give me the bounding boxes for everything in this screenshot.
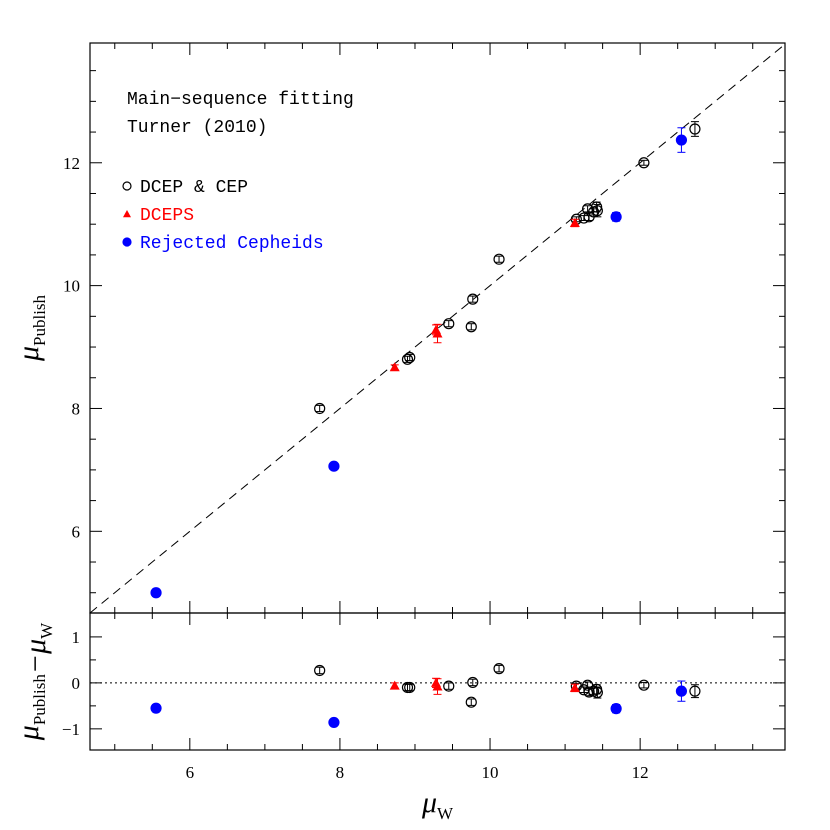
axis-label-symbol: μ: [12, 346, 45, 362]
point: [638, 679, 650, 691]
point: [123, 210, 131, 218]
x-tick-label: 10: [482, 763, 499, 782]
y-tick-label: 10: [63, 277, 80, 296]
legend-label: DCEP & CEP: [140, 178, 248, 198]
point: [150, 587, 162, 599]
axis-label-sub: W: [437, 804, 454, 823]
point: [493, 253, 505, 265]
axis-label: μW: [421, 786, 454, 823]
legend-label: DCEPS: [140, 206, 194, 226]
point: [122, 237, 132, 247]
point: [467, 293, 479, 305]
point: [493, 663, 505, 675]
point: [569, 217, 580, 227]
axis-label: μPublish: [12, 294, 49, 362]
x-tick-label: 12: [632, 763, 649, 782]
point: [404, 351, 416, 364]
axis-label-symbol: −μ: [19, 639, 52, 674]
point: [675, 134, 688, 146]
point: [314, 402, 326, 415]
point: [582, 679, 594, 691]
axis-label-sub: Publish: [30, 674, 49, 726]
point: [591, 205, 603, 217]
point: [591, 201, 603, 213]
point: [122, 181, 132, 191]
point: [432, 681, 443, 691]
axis-label-sub: W: [37, 622, 56, 639]
y-tick-label: 8: [72, 399, 81, 418]
point: [465, 321, 477, 333]
y-tick-label: 1: [72, 628, 81, 647]
point: [443, 680, 455, 692]
y-tick-label: −1: [62, 720, 80, 739]
y-tick-label: 0: [72, 674, 81, 693]
point: [404, 681, 416, 694]
axis-label-symbol: μ: [12, 725, 45, 741]
point: [610, 211, 622, 223]
point: [443, 318, 455, 330]
point: [389, 362, 400, 372]
point: [314, 664, 326, 677]
point: [569, 682, 580, 692]
point: [689, 685, 701, 697]
axis-label: μPublish−μW: [12, 622, 56, 741]
legend-label: Rejected Cepheids: [140, 234, 324, 254]
axis-label-sub: Publish: [30, 294, 49, 346]
point: [467, 676, 479, 689]
point: [328, 716, 340, 729]
point: [591, 686, 603, 699]
annotation: Main−sequence fitting: [127, 90, 354, 110]
point: [465, 696, 477, 708]
point: [150, 702, 162, 714]
point: [689, 123, 701, 135]
y-tick-label: 6: [72, 522, 81, 541]
point: [328, 460, 340, 472]
point: [389, 680, 400, 690]
point: [432, 328, 443, 338]
plot-frame: [89, 612, 786, 751]
point: [675, 685, 688, 697]
annotation: Turner (2010): [127, 118, 267, 138]
x-tick-label: 6: [186, 763, 195, 782]
point: [610, 703, 622, 715]
axis-label-symbol: μ: [421, 786, 437, 819]
x-tick-label: 8: [336, 763, 345, 782]
point: [638, 157, 650, 169]
y-tick-label: 12: [63, 154, 80, 173]
